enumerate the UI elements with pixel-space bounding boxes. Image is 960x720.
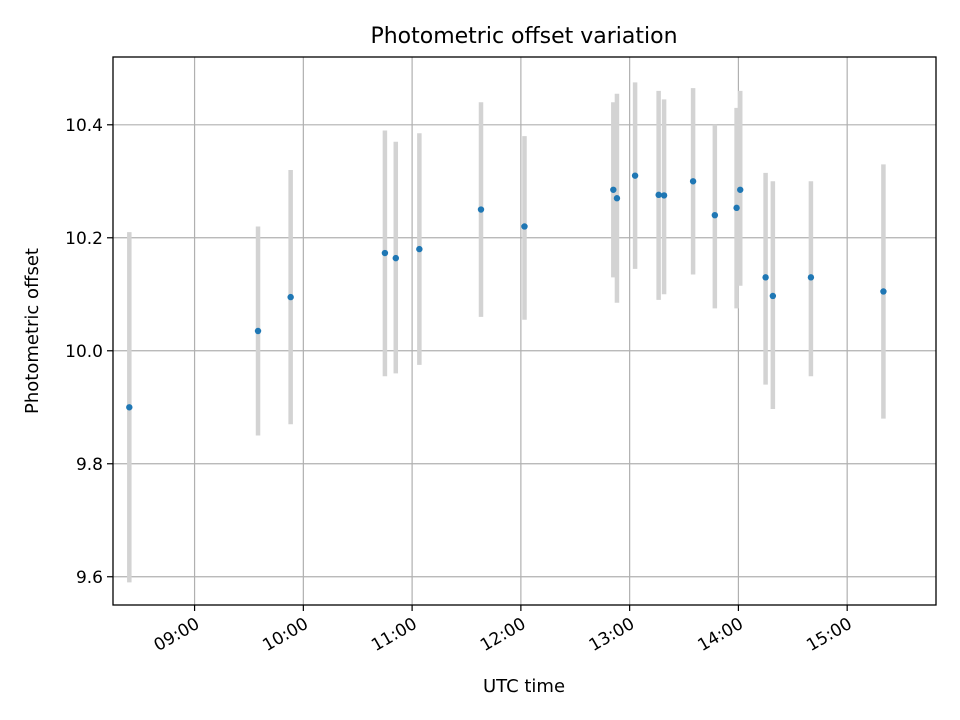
data-point [733, 204, 740, 212]
data-point [631, 172, 639, 179]
data-point [416, 245, 423, 253]
data-point [737, 186, 744, 193]
y-axis-ticks: 9.6 9.8 10.0 10.2 10.4 [65, 116, 113, 588]
data-point [610, 186, 617, 193]
data-point [660, 192, 668, 199]
data-point [477, 206, 485, 213]
data-point [762, 274, 769, 281]
y-tick-label: 10.2 [65, 229, 103, 249]
x-axis-label: UTC time [483, 676, 565, 697]
y-tick-label: 9.6 [76, 568, 103, 588]
y-axis-label: Photometric offset [22, 248, 43, 414]
data-point [381, 249, 389, 257]
plot-frame [112, 56, 937, 606]
data-points [126, 172, 887, 411]
data-point [711, 211, 719, 219]
data-point [126, 404, 133, 411]
y-tick-label: 10.4 [65, 116, 103, 136]
y-tick-label: 10.0 [65, 342, 103, 362]
data-point [392, 254, 399, 262]
data-point [521, 223, 528, 230]
chart-title: Photometric offset variation [370, 24, 677, 49]
data-point [769, 292, 777, 300]
data-point [287, 293, 294, 301]
data-point [807, 274, 815, 281]
data-point [689, 178, 697, 185]
data-point [880, 288, 887, 295]
data-point [655, 191, 662, 199]
data-point [254, 327, 262, 335]
y-tick-label: 9.8 [76, 455, 103, 475]
data-point [613, 195, 621, 202]
